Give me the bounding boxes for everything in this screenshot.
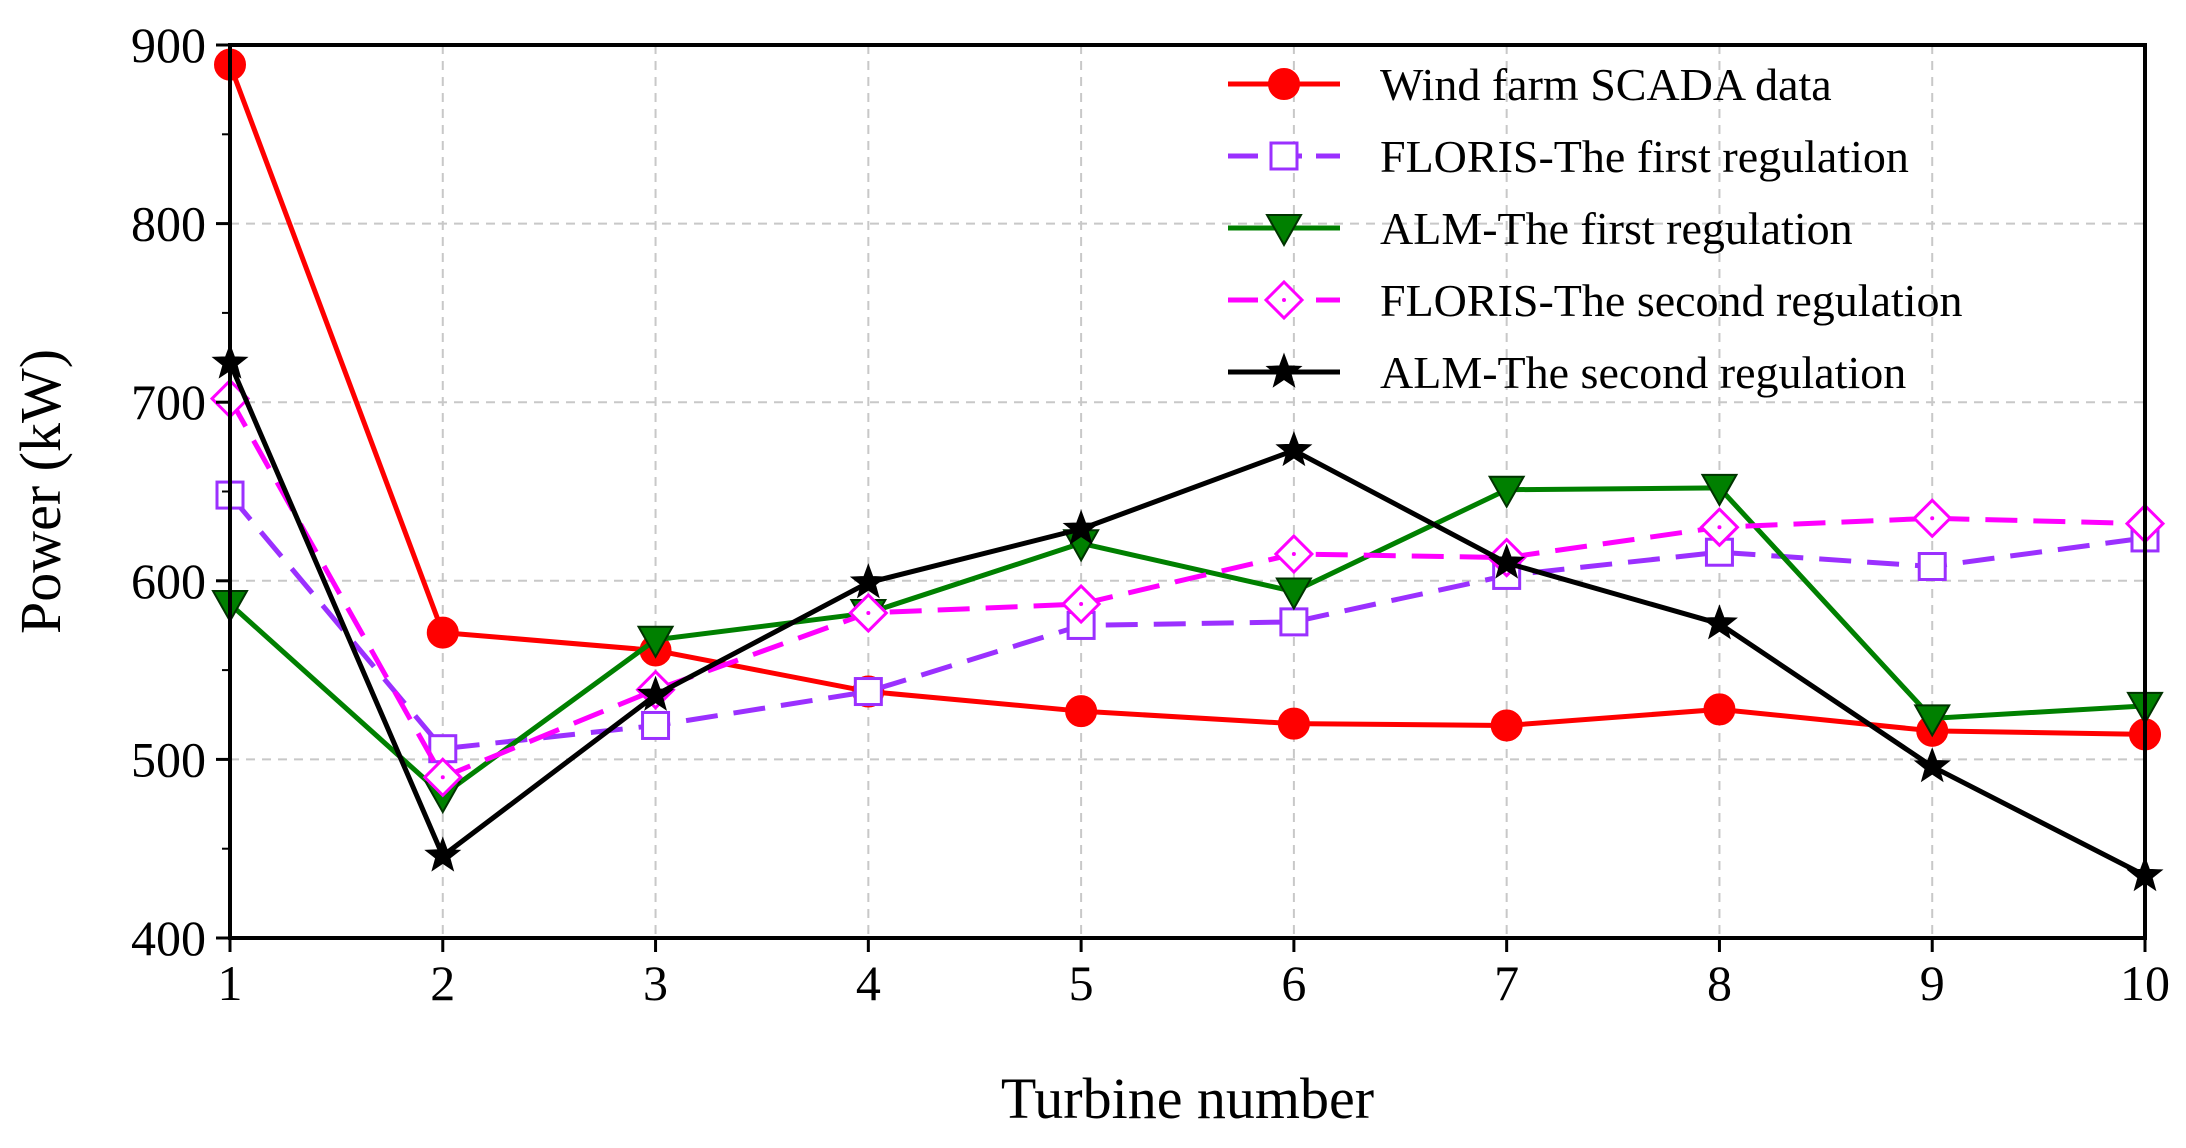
series-3-point-6	[1275, 577, 1313, 611]
series-3-line	[228, 485, 2146, 798]
series-5-point-2	[424, 836, 462, 872]
series-5-point-8	[1700, 604, 1738, 640]
y-tick-label-500: 500	[131, 731, 206, 787]
x-tick-label-2: 2	[430, 955, 455, 1011]
series-3-point-7	[1487, 475, 1526, 509]
legend-swatch-marker-3	[1265, 214, 1303, 248]
series-5-point-4	[849, 563, 887, 599]
y-tick-label-400: 400	[131, 910, 206, 966]
series-4-point-5-dot	[1079, 602, 1084, 607]
legend-item-1: Wind farm SCADA data	[1228, 59, 1832, 110]
series-3-point-3	[636, 625, 675, 659]
series-1-point-5	[1065, 695, 1098, 728]
series-5-point-5	[1062, 509, 1100, 545]
y-axis-title: Power (kW)	[8, 349, 73, 634]
y-tick-label-900: 900	[131, 17, 206, 73]
series-5-point-7	[1488, 543, 1526, 579]
series-5-point-6	[1275, 430, 1313, 467]
series-4-point-9-dot	[1930, 516, 1935, 521]
x-tick-label-1: 1	[218, 955, 243, 1011]
series-1-point-2	[426, 616, 459, 649]
series-4-point-4-dot	[866, 610, 871, 615]
x-tick-label-10: 10	[2120, 955, 2170, 1011]
series-2-point-4	[853, 677, 883, 707]
series-5-point-9	[1913, 747, 1951, 783]
legend-item-2: FLORIS-The first regulation	[1228, 131, 1909, 182]
x-tick-label-5: 5	[1069, 955, 1094, 1011]
x-axis-title: Turbine number	[1001, 1066, 1374, 1131]
legend-item-3: ALM-The first regulation	[1228, 203, 1853, 254]
series-1-point-7	[1490, 709, 1523, 742]
legend-swatch-marker-2	[1269, 141, 1299, 171]
legend-label-3: ALM-The first regulation	[1380, 203, 1853, 254]
series-2-point-9	[1917, 552, 1947, 582]
series-5-point-3	[637, 675, 675, 711]
series-3-point-9	[1913, 704, 1951, 738]
legend-swatch-marker-1	[1268, 68, 1300, 100]
series-3	[211, 473, 2164, 815]
series-2-point-6	[1279, 607, 1309, 637]
series-5-line	[227, 361, 2147, 878]
series-lines	[209, 48, 2166, 892]
series-2-point-3	[641, 710, 671, 740]
legend-swatch-marker-5	[1265, 352, 1303, 388]
series-3-point-8	[1700, 473, 1739, 507]
legend-item-4: FLORIS-The second regulation	[1228, 275, 1963, 326]
series-4	[209, 378, 2166, 798]
series-4-point-6-dot	[1291, 552, 1296, 557]
series-5	[211, 343, 2164, 892]
tick-labels: 1 2 3 4 5 6 7 8 9 10 400 500 600 700 800 900	[131, 17, 2170, 1011]
grid-lines	[230, 45, 2145, 938]
y-tick-label-800: 800	[131, 196, 206, 252]
legend-label-2: FLORIS-The first regulation	[1380, 131, 1909, 182]
series-1-point-6	[1277, 707, 1310, 740]
x-tick-label-4: 4	[856, 955, 881, 1011]
series-1-point-8	[1703, 693, 1736, 726]
series-1-line	[227, 63, 2146, 737]
x-tick-label-6: 6	[1281, 955, 1306, 1011]
x-tick-label-7: 7	[1494, 955, 1519, 1011]
y-tick-label-600: 600	[131, 553, 206, 609]
legend-label-5: ALM-The second regulation	[1380, 347, 1906, 398]
series-4-line	[227, 397, 2146, 780]
series-4-point-2-dot	[440, 775, 445, 780]
legend-label-1: Wind farm SCADA data	[1380, 59, 1832, 110]
series-2-line	[228, 493, 2146, 752]
x-tick-label-8: 8	[1707, 955, 1732, 1011]
axes	[216, 43, 2147, 952]
y-tick-label-700: 700	[131, 374, 206, 430]
legend-item-5: ALM-The second regulation	[1228, 347, 1906, 398]
legend-swatch-marker-4-dot	[1282, 298, 1286, 302]
legend-label-4: FLORIS-The second regulation	[1380, 275, 1963, 326]
x-tick-label-3: 3	[643, 955, 668, 1011]
x-tick-label-9: 9	[1920, 955, 1945, 1011]
series-4-point-8-dot	[1717, 525, 1722, 530]
legend: Wind farm SCADA data FLORIS-The first reg…	[1228, 59, 1963, 398]
